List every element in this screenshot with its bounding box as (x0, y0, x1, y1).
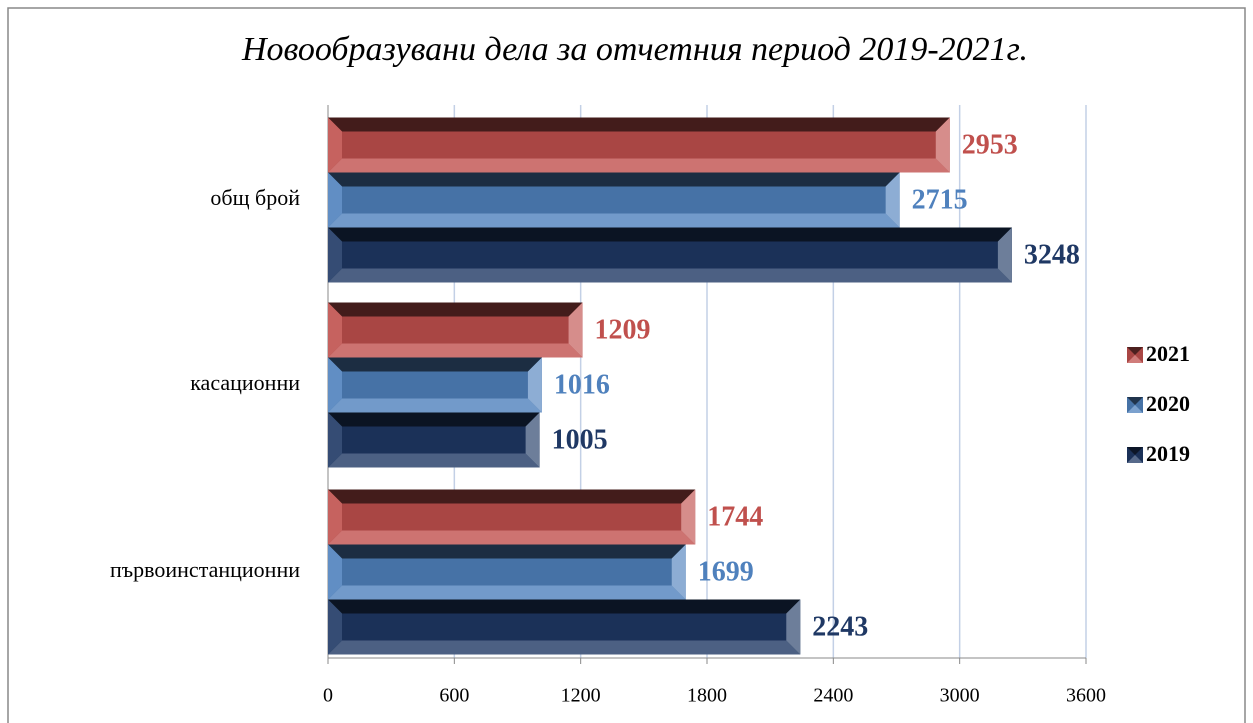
bar-bevel (328, 398, 542, 413)
bar-bevel (527, 357, 542, 413)
bar (328, 302, 583, 358)
bar-bevel (328, 453, 540, 468)
bar-bevel (328, 302, 342, 358)
bar-bevel (328, 268, 1012, 283)
bar (328, 599, 801, 655)
bar-bevel (328, 117, 950, 132)
bar-bevel (328, 357, 542, 372)
bar (328, 172, 900, 228)
y-tick-label: касационни (190, 370, 300, 395)
bar-bevel (328, 117, 342, 173)
bar-bevel (671, 544, 686, 600)
x-tick-label: 1200 (561, 685, 601, 707)
bar-bevel (328, 172, 342, 228)
legend-label: 2020 (1146, 391, 1190, 416)
legend-swatch (1127, 455, 1143, 463)
bar-bevel (328, 213, 900, 228)
data-label: 2953 (962, 129, 1018, 160)
y-tick-label: общ брой (210, 185, 300, 210)
bar-bevel (328, 412, 540, 427)
bar-bevel (681, 489, 696, 545)
bar (328, 544, 686, 600)
data-label: 2715 (912, 184, 968, 215)
x-tick-label: 0 (323, 685, 333, 707)
data-label: 1005 (552, 424, 608, 455)
chart-title: Новообразувани дела за отчетния период 2… (241, 31, 1028, 68)
data-label: 3248 (1024, 239, 1080, 270)
x-tick-label: 1800 (687, 685, 727, 707)
bar-bevel (328, 172, 900, 187)
data-label: 1016 (554, 369, 610, 400)
bar (328, 117, 950, 173)
bar-bevel (328, 227, 342, 283)
bar-bevel (328, 357, 342, 413)
legend-swatch (1127, 347, 1143, 355)
x-tick-label: 600 (439, 685, 469, 707)
bar-bevel (328, 544, 686, 559)
bar-bevel (328, 158, 950, 173)
bar-bevel (328, 412, 342, 468)
bar-bevel (328, 599, 801, 614)
x-tick-label: 3600 (1066, 685, 1106, 707)
data-label: 2243 (812, 611, 868, 642)
bar (328, 489, 696, 545)
bar-bevel (328, 489, 696, 504)
legend-swatch (1127, 355, 1143, 363)
legend-swatch (1127, 397, 1143, 405)
y-tick-label: първоинстанционни (110, 557, 300, 582)
legend-swatch (1127, 405, 1143, 413)
data-label: 1744 (707, 501, 763, 532)
legend-label: 2019 (1146, 441, 1190, 466)
x-tick-label: 2400 (813, 685, 853, 707)
bar-bevel (328, 640, 801, 655)
legend-swatch (1127, 447, 1143, 455)
bar-bevel (328, 489, 342, 545)
bar-bevel (328, 343, 583, 358)
bar-bevel (568, 302, 583, 358)
bar-bevel (935, 117, 950, 173)
bar-bevel (885, 172, 900, 228)
bar-bevel (328, 585, 686, 600)
bar-bevel (997, 227, 1012, 283)
bar-bevel (328, 599, 342, 655)
data-label: 1699 (698, 556, 754, 587)
bar (328, 357, 542, 413)
legend-label: 2021 (1146, 341, 1190, 366)
data-label: 1209 (595, 314, 651, 345)
bar (328, 412, 540, 468)
x-tick-label: 3000 (940, 685, 980, 707)
bar (328, 227, 1012, 283)
bar-bevel (525, 412, 540, 468)
bar-bevel (786, 599, 801, 655)
bar-bevel (328, 530, 696, 545)
bar-bevel (328, 227, 1012, 242)
bar-bevel (328, 302, 583, 317)
bar-bevel (328, 544, 342, 600)
